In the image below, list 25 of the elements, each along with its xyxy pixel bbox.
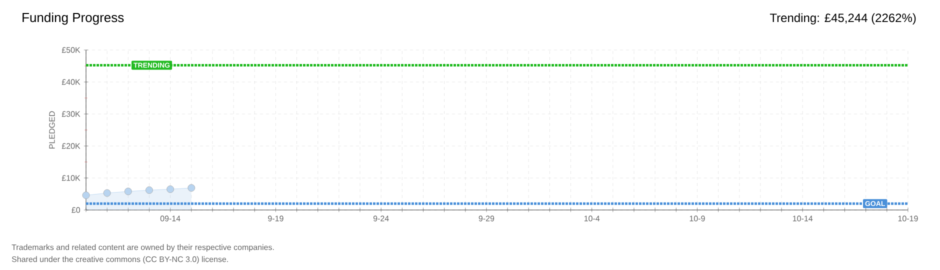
point <box>146 186 153 194</box>
chart-title: Funding Progress <box>22 12 124 25</box>
y-tick-label: £0 <box>72 207 80 213</box>
point <box>82 192 90 199</box>
x-tick-label: 10-4 <box>584 216 600 222</box>
point <box>166 185 174 193</box>
x-tick-label: 10-9 <box>690 216 705 222</box>
y-tick-label: £40K <box>62 79 80 85</box>
y-tick-label: £10K <box>62 175 80 181</box>
y-tick-label: £20K <box>62 143 80 149</box>
point <box>103 189 111 197</box>
text: Trending: £45,244 (2262%) <box>770 13 916 24</box>
x-tick-label: 10-19 <box>898 216 918 222</box>
y-axis-title: PLEDGED <box>49 111 55 148</box>
x-tick-label: 9-24 <box>373 216 389 222</box>
x-tick-label: 9-29 <box>478 216 494 222</box>
y-tick-label: £30K <box>62 111 80 117</box>
x-tick-label: 9-19 <box>268 216 284 222</box>
x-tick-label: 09-14 <box>160 216 180 222</box>
point <box>188 184 196 192</box>
point <box>124 188 132 196</box>
y-tick-label: £50K <box>62 47 80 53</box>
text: Shared under the creative commons (CC BY-NC 3.0) license. <box>12 256 228 264</box>
x-tick-label: 10-14 <box>792 216 813 222</box>
text: Trademarks and related content are owned by their respective companies. <box>12 244 274 252</box>
